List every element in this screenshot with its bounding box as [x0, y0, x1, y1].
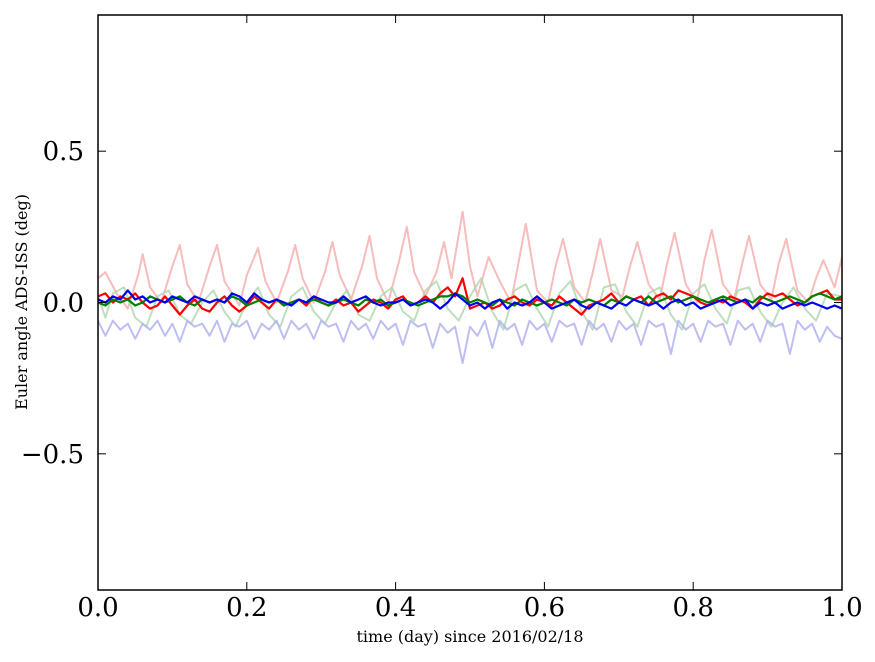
- y-tick-label: 0.0: [43, 289, 84, 319]
- y-axis-label: Euler angle ADS-ISS (deg): [12, 194, 31, 410]
- y-tick-label: 0.5: [43, 137, 84, 167]
- series-line-2: [98, 277, 842, 331]
- series-line-6: [98, 289, 842, 310]
- x-tick-label: 0.6: [524, 593, 565, 623]
- x-axis-label: time (day) since 2016/02/18: [356, 627, 583, 646]
- series-layer: [98, 210, 842, 364]
- x-tick-label: 0.0: [77, 593, 118, 623]
- x-tick-label: 0.4: [375, 593, 416, 623]
- ticks-layer: 0.0 0.2 0.4 0.6 0.8 1.0 −0.5 0.0 0.5: [21, 15, 863, 623]
- series-line-3: [98, 319, 842, 364]
- x-tick-label: 0.2: [226, 593, 267, 623]
- y-tick-label: −0.5: [21, 440, 84, 470]
- series-line-1: [98, 210, 842, 310]
- x-tick-label: 0.8: [673, 593, 714, 623]
- x-tick-label: 1.0: [821, 593, 862, 623]
